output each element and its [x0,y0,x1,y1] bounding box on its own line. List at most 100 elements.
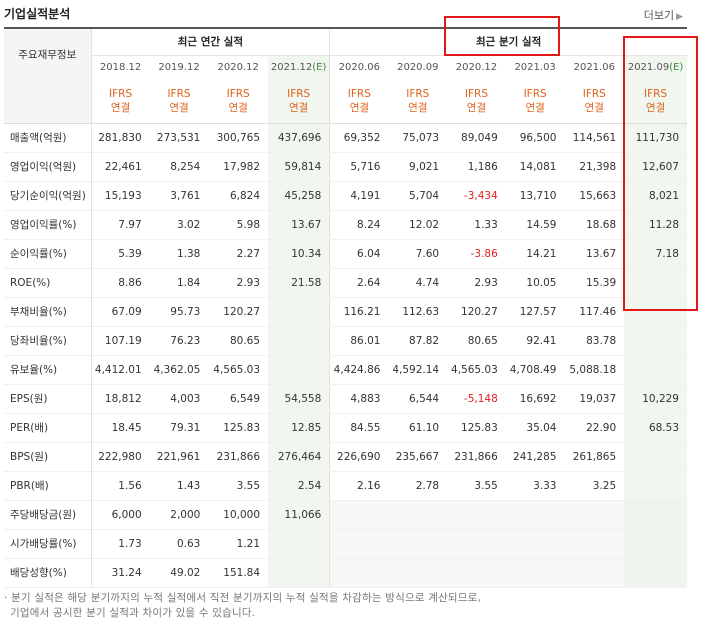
table-cell: -5,148 [447,383,506,414]
table-cell: 2.93 [447,268,506,298]
table-cell: 221,961 [149,442,209,472]
table-cell: 13,710 [505,181,565,211]
period-label: 2019.12 [158,62,200,74]
table-cell: 1.43 [149,471,209,501]
table-cell: 14.21 [505,239,565,269]
table-cell: 16,692 [505,383,565,414]
column-period: 2019.12 [150,55,209,80]
column-basis: IFRS 연결 [268,80,331,123]
table-cell [624,296,687,327]
table-cell: 125.83 [447,413,506,443]
table-cell: 120.27 [208,296,269,327]
table-cell: 3.55 [208,471,269,501]
table-row: 시가배당률(%) 1.73 0.63 1.21 [4,529,687,559]
table-cell: 11,066 [268,499,331,530]
table-cell: 3.55 [447,471,506,501]
period-label: 2021.12 [270,62,313,74]
table-cell: 226,690 [329,442,389,472]
column-period: 2020.09 [388,55,447,80]
table-cell: 10.34 [268,239,331,269]
table-cell: 89,049 [447,122,506,153]
table-cell [564,499,625,530]
table-cell [564,529,625,559]
table-cell: 241,285 [505,442,565,472]
row-label: BPS(원) [4,442,92,472]
table-cell: 10.05 [505,268,565,298]
table-cell: 12,607 [624,152,687,182]
table-cell: 5,704 [388,181,448,211]
table-cell: 4,883 [329,383,389,414]
table-cell: 14.59 [505,209,565,240]
table-cell [268,326,331,356]
table-cell: 15.39 [564,268,625,298]
footnote-line: · 분기 실적은 해당 분기까지의 누적 실적에서 직전 분기까지의 누적 실적… [4,592,482,604]
table-row: 영업이익(억원) 22,461 8,254 17,982 59,814 5,716 9,02… [4,152,687,182]
table-cell: 19,037 [564,383,625,414]
table-cell: 95.73 [149,296,209,327]
ifrs-label: IFRS [464,88,488,101]
row-label: 당좌비율(%) [4,326,92,356]
table-cell [505,558,565,588]
column-basis: IFRS 연결 [388,80,447,123]
table-cell: 59,814 [268,152,331,182]
ifrs-label: IFRS [523,88,547,101]
table-cell: 61.10 [388,413,448,443]
table-cell: 4,191 [329,181,389,211]
table-cell: 22.90 [564,413,625,443]
table-row: PBR(배) 1.56 1.43 3.55 2.54 2.16 2.78 3.55 3.33 3.… [4,471,687,501]
row-header-label: 주요재무정보 [4,28,92,80]
table-cell: 276,464 [268,442,331,472]
table-cell: 4,362.05 [149,355,209,385]
table-row: 순이익률(%) 5.39 1.38 2.27 10.34 6.04 7.60 -3.86 14.… [4,239,687,269]
table-cell: 87.82 [388,326,448,356]
table-cell [624,442,687,472]
table-row: EPS(원) 18,812 4,003 6,549 54,558 4,883 6,544 -5… [4,383,687,414]
column-basis: IFRS 연결 [447,80,506,123]
table-cell: 7.97 [91,209,150,240]
row-label: 영업이익률(%) [4,209,92,240]
table-cell: 5,088.18 [564,355,625,385]
table-cell: 79.31 [149,413,209,443]
row-label: 순이익률(%) [4,239,92,269]
table-cell: 92.41 [505,326,565,356]
table-cell: 8.24 [329,209,389,240]
table-row: 영업이익률(%) 7.97 3.02 5.98 13.67 8.24 12.02 1.33 14… [4,209,687,240]
table-cell: 86.01 [329,326,389,356]
table-cell [624,471,687,501]
table-cell: 22,461 [91,152,150,182]
table-row: 당기순이익(억원) 15,193 3,761 6,824 45,258 4,191 5,70… [4,181,687,211]
basis-label: 연결 [288,102,309,115]
more-label: 더보기 [643,9,675,22]
table-cell: 231,866 [447,442,506,472]
table-cell: 67.09 [91,296,150,327]
table-cell: 5.98 [208,209,269,240]
period-label: 2021.03 [514,62,556,74]
table-cell [624,268,687,298]
table-cell: 1.21 [208,529,269,559]
ifrs-label: IFRS [406,88,430,101]
basis-label: 연결 [408,102,428,115]
table-cell: 15,193 [91,181,150,211]
row-label: 영업이익(억원) [4,152,92,182]
table-cell: 6,000 [91,499,150,530]
table-cell: 231,866 [208,442,269,472]
basis-label: 연결 [466,102,487,115]
table-cell: 18.45 [91,413,150,443]
table-cell: 76.23 [149,326,209,356]
period-label: 2020.12 [217,62,259,74]
table-cell: 3.02 [149,209,209,240]
table-cell: 12.02 [388,209,448,240]
table-cell [505,499,565,530]
table-cell: 4,412.01 [91,355,150,385]
table-cell [268,355,331,385]
table-cell: 3.25 [564,471,625,501]
table-cell: 2.78 [388,471,448,501]
table-cell: 1.84 [149,268,209,298]
table-cell: 112.63 [388,296,448,327]
period-label: 2018.12 [99,62,142,74]
table-cell: 21.58 [268,268,331,298]
table-row: BPS(원) 222,980 221,961 231,866 276,464 226,69… [4,442,687,472]
table-cell: 35.04 [505,413,565,443]
more-link[interactable]: 더보기 ▶ [644,7,683,23]
period-label: 2020.09 [397,62,439,74]
